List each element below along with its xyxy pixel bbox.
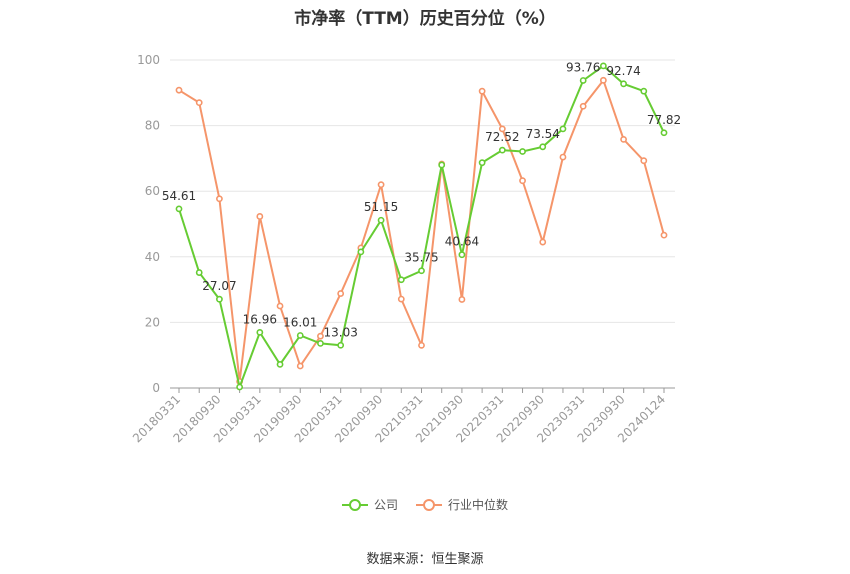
data-point: [276, 302, 284, 310]
data-point: [498, 146, 506, 154]
grid-lines: [170, 59, 675, 323]
legend-company-icon: [341, 498, 368, 511]
data-point: [660, 231, 668, 239]
legend-industry-icon: [416, 498, 442, 511]
axes: 0204060801002018033120180930201903312019…: [130, 53, 675, 445]
data-point: [216, 295, 223, 303]
data-label: 73.54: [526, 127, 560, 141]
data-point: [458, 251, 466, 259]
legend: 公司 行业中位数: [0, 496, 850, 513]
data-point: [195, 99, 203, 107]
data-point: [337, 290, 345, 297]
data-point: [539, 238, 547, 246]
data-point: [640, 157, 648, 165]
data-point: [620, 80, 627, 88]
data-point: [377, 216, 385, 224]
data-point: [175, 86, 183, 94]
data-label: 77.82: [647, 113, 681, 127]
data-point: [357, 248, 365, 256]
data-point: [276, 360, 284, 368]
y-tick-label: 40: [145, 250, 160, 264]
data-label: 13.03: [323, 325, 357, 339]
data-point: [478, 87, 486, 95]
legend-company-label: 公司: [373, 498, 398, 512]
data-label: 72.52: [485, 130, 519, 144]
data-point: [397, 276, 405, 284]
data-point: [599, 76, 607, 84]
data-point: [236, 383, 244, 391]
data-label: 35.75: [404, 251, 438, 265]
data-point: [559, 153, 567, 161]
data-point: [579, 77, 587, 84]
data-point: [296, 362, 304, 370]
data-point: [640, 87, 648, 95]
data-label: 40.64: [445, 235, 479, 249]
y-tick-label: 80: [145, 119, 160, 133]
data-point: [478, 159, 486, 167]
data-point: [317, 332, 324, 340]
data-point: [620, 135, 627, 143]
data-label: 16.01: [283, 315, 317, 329]
data-label: 16.96: [243, 312, 277, 326]
data-point: [256, 328, 264, 336]
data-label: 51.15: [364, 200, 398, 214]
data-point: [519, 148, 526, 155]
data-point: [458, 296, 466, 303]
series-lines: [175, 62, 668, 391]
data-label: 27.07: [202, 279, 236, 293]
data-point: [660, 129, 668, 137]
data-point: [539, 143, 547, 151]
data-point: [579, 102, 587, 110]
data-point: [317, 339, 324, 347]
data-point: [397, 295, 405, 303]
data-point: [519, 177, 526, 185]
data-point: [296, 332, 304, 339]
data-point: [498, 125, 506, 133]
data-source: 数据来源：恒生聚源: [366, 552, 484, 567]
data-point: [195, 269, 203, 276]
legend-item-company[interactable]: 公司: [341, 496, 398, 513]
data-point: [599, 62, 607, 70]
y-tick-label: 100: [137, 53, 160, 67]
data-point: [438, 161, 446, 169]
data-label: 92.74: [606, 64, 640, 78]
data-label: 93.76: [566, 60, 600, 74]
y-tick-label: 20: [145, 315, 160, 329]
data-label: 54.61: [162, 189, 196, 203]
y-tick-label: 0: [152, 381, 160, 395]
data-point: [175, 205, 183, 213]
legend-industry-label: 行业中位数: [448, 498, 509, 512]
legend-item-industry[interactable]: 行业中位数: [416, 496, 508, 513]
data-point: [559, 125, 567, 133]
data-point: [216, 195, 223, 203]
data-labels: 54.61 27.07 16.96 16.01 13.03 51.15 35.75 40.64…: [162, 60, 681, 339]
chart-title: 市净率（TTM）历史百分位（%）: [294, 9, 556, 29]
data-point: [377, 181, 385, 189]
data-point: [418, 267, 425, 275]
data-point: [256, 213, 264, 220]
data-point: [337, 341, 345, 349]
data-point: [418, 341, 425, 349]
y-tick-label: 60: [145, 184, 160, 198]
